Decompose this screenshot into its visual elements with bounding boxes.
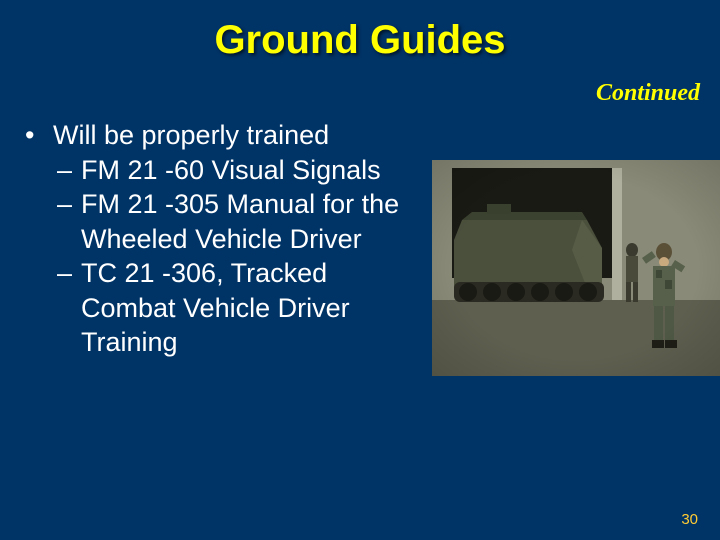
bullet-level-2: – FM 21 -305 Manual for the Wheeled Vehi… (57, 187, 420, 256)
bullet-dash-icon: – (57, 187, 81, 256)
bullet-content: • Will be properly trained – FM 21 -60 V… (25, 118, 420, 360)
slide-title: Ground Guides (0, 0, 720, 63)
bullet-text: FM 21 -305 Manual for the Wheeled Vehicl… (81, 187, 420, 256)
bullet-level-2: – FM 21 -60 Visual Signals (57, 153, 420, 188)
bullet-dash-icon: – (57, 153, 81, 188)
bullet-dash-icon: – (57, 256, 81, 360)
bullet-dot-icon: • (25, 118, 53, 153)
bullet-text: FM 21 -60 Visual Signals (81, 153, 381, 188)
continued-label: Continued (596, 80, 700, 107)
bullet-level-2: – TC 21 -306, Tracked Combat Vehicle Dri… (57, 256, 420, 360)
bullet-level-1: • Will be properly trained (25, 118, 420, 153)
bullet-text: Will be properly trained (53, 118, 329, 153)
bullet-text: TC 21 -306, Tracked Combat Vehicle Drive… (81, 256, 420, 360)
page-number: 30 (681, 511, 698, 528)
slide-image (432, 160, 720, 376)
